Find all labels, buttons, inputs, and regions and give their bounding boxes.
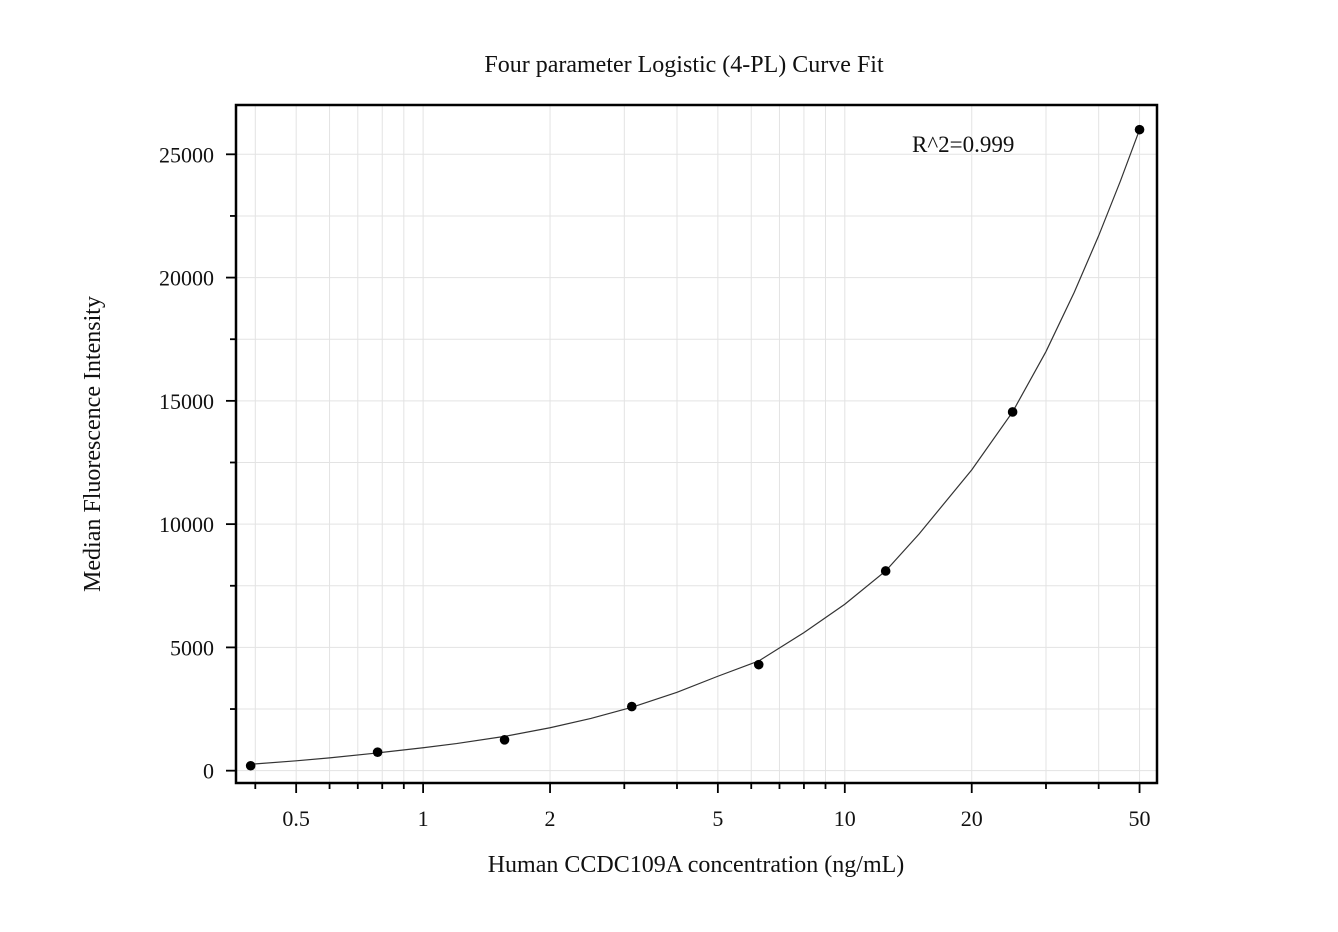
y-tick-label: 5000 [170,635,214,660]
x-tick-label: 50 [1129,806,1151,831]
x-tick-label: 5 [712,806,723,831]
y-tick-label: 25000 [159,142,214,167]
data-point [499,735,510,745]
fit-curve [250,129,1141,765]
x-axis-label: Human CCDC109A concentration (ng/mL) [488,852,905,878]
y-tick-label: 0 [203,759,214,784]
data-point [626,701,637,712]
chart-title: Four parameter Logistic (4-PL) Curve Fit [484,52,884,78]
data-point [753,659,764,670]
data-point [245,760,256,771]
data-point [372,747,383,757]
y-axis-label: Median Fluorescence Intensity [80,296,106,592]
data-point [880,566,891,576]
x-tick-label: 1 [418,806,429,831]
axis-ticks [226,153,1141,793]
plot-frame [234,103,1159,785]
y-tick-label: 20000 [159,266,214,291]
tick-labels: 0.5 1 2 5 10 20 50 0 5000 10000 15000 20000 25000 [159,142,1151,831]
x-tick-label: 10 [834,806,856,831]
y-tick-label: 10000 [159,512,214,537]
data-point [1134,124,1145,135]
x-tick-label: 0.5 [282,806,310,831]
data-points [245,124,1145,771]
x-tick-label: 20 [961,806,983,831]
r-squared-annotation: R^2=0.999 [912,132,1014,157]
data-point [1007,407,1018,417]
grid-lines [236,105,1157,783]
x-tick-label: 2 [545,806,556,831]
y-tick-label: 15000 [159,389,214,414]
